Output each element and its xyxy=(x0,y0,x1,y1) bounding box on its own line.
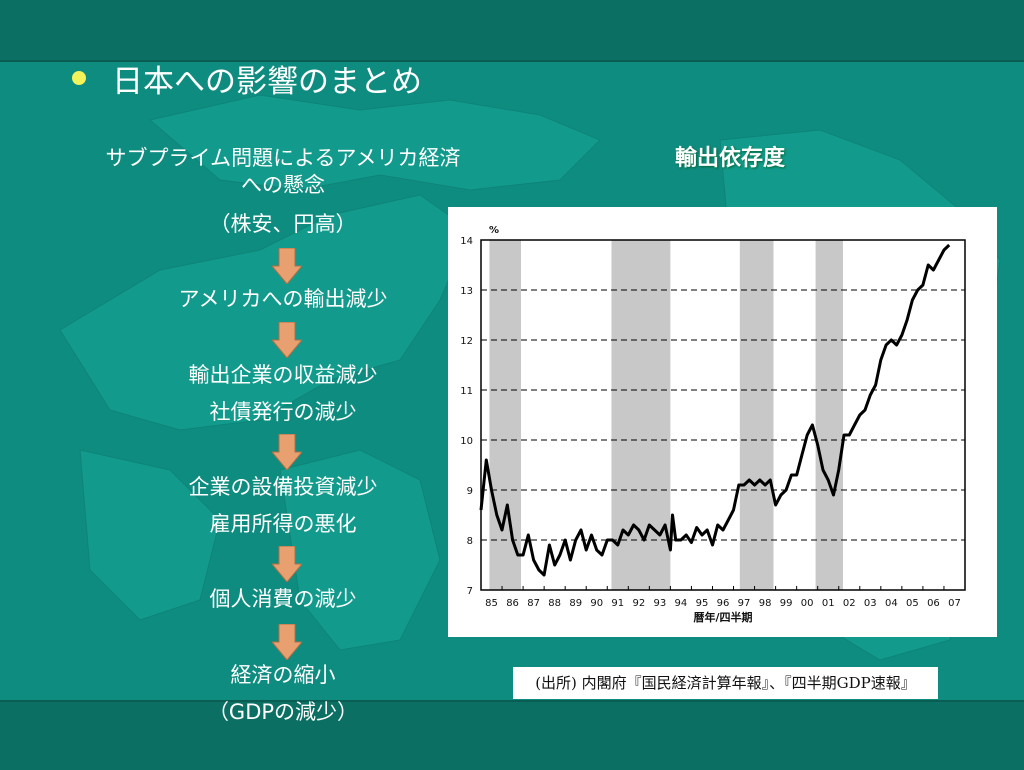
down-arrow-icon xyxy=(272,624,302,660)
x-tick-label: 97 xyxy=(738,598,751,609)
x-tick-label: 95 xyxy=(696,598,709,609)
y-tick-label: 11 xyxy=(460,386,473,397)
x-tick-label: 85 xyxy=(485,598,498,609)
flow-step-5-line-1: 個人消費の減少 xyxy=(209,587,357,611)
y-tick-label: 12 xyxy=(460,336,473,347)
flow-step-6-line-1: 経済の縮小 xyxy=(230,663,336,687)
flow-step-4-line-1: 企業の設備投資減少 xyxy=(188,475,378,499)
y-tick-label: 8 xyxy=(467,536,473,547)
x-tick-label: 98 xyxy=(759,598,772,609)
flow-step-4-line-2: 雇用所得の悪化 xyxy=(209,512,357,536)
y-tick-label: 13 xyxy=(460,286,473,297)
y-tick-label: 10 xyxy=(460,436,473,447)
recession-band-4 xyxy=(815,240,843,590)
flow-step-3: 輸出企業の収益減少 社債発行の減少 xyxy=(48,360,518,428)
x-tick-label: 06 xyxy=(927,598,940,609)
x-axis-label: 暦年/四半期 xyxy=(693,610,752,624)
down-arrow-icon xyxy=(272,322,302,358)
flow-step-2-line-1: アメリカへの輸出減少 xyxy=(178,287,388,311)
x-tick-label: 00 xyxy=(801,598,814,609)
chart-panel: 7 8 9 10 11 12 13 14 85 86 87 88 89 90 91 92 93 94 95 96 97 9… xyxy=(448,207,997,637)
x-tick-label: 96 xyxy=(717,598,730,609)
series-line-1 xyxy=(479,243,951,577)
x-tick-label: 03 xyxy=(864,598,877,609)
x-tick-label: 88 xyxy=(548,598,561,609)
y-tick-label: 7 xyxy=(467,586,473,597)
x-tick-label: 02 xyxy=(843,598,856,609)
x-tick-label: 90 xyxy=(590,598,603,609)
top-band xyxy=(0,0,1024,62)
x-tick-label: 07 xyxy=(948,598,961,609)
x-tick-label: 91 xyxy=(611,598,624,609)
flow-step-1-line-3: （株安、円高） xyxy=(209,212,357,236)
down-arrow-icon xyxy=(272,248,302,284)
x-tick-label: 89 xyxy=(569,598,582,609)
flow-step-1-line-1: サブプライム問題によるアメリカ経済 xyxy=(105,146,461,170)
x-tick-label: 01 xyxy=(822,598,835,609)
chart-title: 輸出依存度 xyxy=(674,146,785,171)
x-tick-label: 87 xyxy=(527,598,540,609)
plot-frame xyxy=(480,239,966,591)
y-axis-unit: % xyxy=(489,225,499,236)
flow-step-6-line-2: （GDPの減少） xyxy=(207,700,359,724)
flow-step-1: サブプライム問題によるアメリカ経済 への懸念 （株安、円高） xyxy=(48,143,518,240)
x-tick-label: 05 xyxy=(906,598,919,609)
flow-step-4: 企業の設備投資減少 雇用所得の悪化 xyxy=(48,472,518,540)
slide-title: 日本への影響のまとめ xyxy=(112,63,422,100)
flow-step-2: アメリカへの輸出減少 xyxy=(48,284,518,315)
bottom-band xyxy=(0,700,1024,770)
x-tick-label: 92 xyxy=(632,598,645,609)
recession-band-3 xyxy=(739,240,774,590)
flow-step-5: 個人消費の減少 xyxy=(48,584,518,615)
x-tick-label: 94 xyxy=(675,598,688,609)
flow-step-3-line-2: 社債発行の減少 xyxy=(209,400,357,424)
y-tick-label: 14 xyxy=(460,236,473,247)
slide-title-row: 日本への影響のまとめ xyxy=(72,58,422,100)
x-tick-label: 86 xyxy=(506,598,519,609)
x-tick-label: 93 xyxy=(654,598,667,609)
y-tick-label: 9 xyxy=(467,486,473,497)
flow-step-3-line-1: 輸出企業の収益減少 xyxy=(188,363,378,387)
flow-step-1-line-2: への懸念 xyxy=(241,173,325,197)
flow-step-6: 経済の縮小 （GDPの減少） xyxy=(48,660,518,728)
down-arrow-icon xyxy=(272,546,302,582)
x-tick-label: 04 xyxy=(885,598,898,609)
recession-band-1 xyxy=(489,240,521,590)
down-arrow-icon xyxy=(272,434,302,470)
bullet-icon xyxy=(72,71,86,85)
x-tick-label: 99 xyxy=(780,598,793,609)
source-caption: (出所) 内閣府『国民経済計算年報』、『四半期GDP速報』 xyxy=(513,667,938,699)
